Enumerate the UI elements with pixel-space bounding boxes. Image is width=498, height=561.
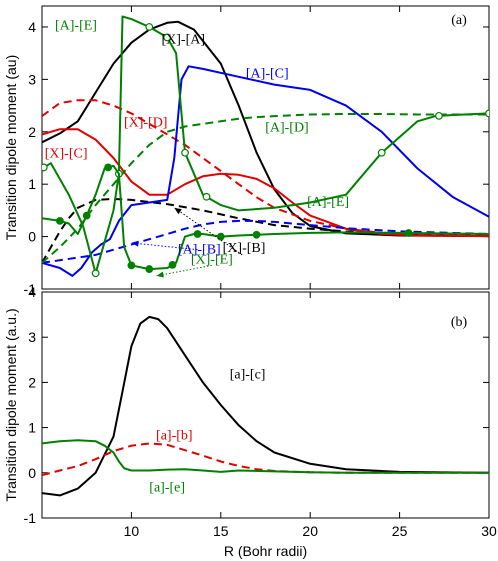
y-tick-label-a-0: -1 (24, 281, 37, 297)
series-line-b-1 (42, 442, 489, 477)
y-tick-label-b-5: 4 (28, 284, 36, 300)
x-tick-label-2: 15 (213, 523, 229, 539)
pointer-line-2 (156, 264, 212, 277)
series-marker-a-7-4 (163, 33, 172, 42)
plot-frame-b (41, 291, 490, 519)
series-marker-a-8-6 (193, 230, 202, 238)
series-marker-a-8-5 (168, 260, 177, 269)
series-line-a-2 (42, 128, 489, 238)
y-tick-label-b-1: 0 (28, 465, 36, 481)
series-marker-a-8-1 (82, 211, 91, 220)
x-tick-label-3: 20 (302, 523, 318, 539)
x-tick-label-1: 10 (124, 523, 140, 539)
series-marker-a-8-8 (252, 230, 261, 239)
series-marker-a-7-6 (202, 192, 211, 201)
series-label-b-0: [a]-[c] (230, 367, 266, 382)
series-marker-a-8-0 (55, 216, 64, 225)
pointer-head-2 (156, 271, 164, 278)
series-marker-a-8-3 (127, 261, 136, 270)
x-tick-label-4: 25 (392, 523, 408, 539)
panel-a: -1 0 1 2 3 4 (a) Transition dipole moment (au) [… (3, 5, 490, 297)
x-tick-label-5: 30 (481, 523, 497, 539)
y-axis-label-b: Transition dipole moment (a.u.) (3, 308, 19, 501)
series-marker-a-7-8 (435, 111, 443, 120)
series-label-a-9: [X]-[E] (191, 253, 233, 268)
y-axis-label-a: Transition dipole moment (au) (3, 55, 19, 240)
y-tick-label-a-2: 1 (28, 176, 36, 192)
y-tick-label-a-1: 0 (28, 229, 36, 245)
series-line-a-6 (42, 113, 489, 264)
series-label-a-7: [A]-[E] (55, 18, 97, 33)
series-label-a-4: [A]-[B] (178, 243, 221, 258)
panel-tag-b: (b) (451, 315, 468, 330)
y-tick-label-b-4: 3 (28, 329, 36, 345)
series-label-b-1: [a]-[b] (156, 428, 193, 443)
series-label-b-2: [a]-[e] (149, 480, 185, 495)
y-tick-label-b-3: 2 (28, 374, 36, 390)
series-marker-a-7-1 (91, 269, 100, 278)
series-marker-a-8-9 (404, 229, 413, 237)
series-label-a-2: [X]-[C] (45, 147, 88, 162)
series-marker-a-8-2 (104, 163, 113, 172)
series-label-a-0: [X]-[A] (161, 32, 205, 47)
series-label-a-8: [A]-[E] (307, 195, 349, 210)
panel-tag-a: (a) (451, 13, 467, 28)
series-label-a-3: [X]-[D] (124, 115, 168, 130)
series-marker-a-8-7 (216, 232, 225, 241)
series-line-a-3 (42, 99, 489, 238)
series-marker-a-7-3 (145, 23, 154, 31)
series-marker-a-7-0 (42, 163, 48, 172)
y-tick-label-b-2: 1 (28, 420, 36, 436)
series-line-a-5 (42, 65, 489, 277)
y-tick-label-a-5: 4 (28, 19, 36, 35)
y-tick-label-a-4: 3 (28, 71, 36, 87)
series-line-b-2 (42, 439, 489, 474)
series-line-b-0 (42, 315, 489, 497)
series-marker-a-8-4 (145, 265, 154, 273)
series-label-a-1: [X]-[B] (223, 241, 266, 256)
series-marker-a-7-5 (181, 148, 189, 157)
pointer-head-1 (131, 240, 139, 247)
plot-frame-a (41, 5, 490, 290)
y-tick-label-a-3: 2 (28, 124, 36, 140)
panel-b: 10 15 20 25 30 -1 0 1 2 3 4 (b) Transition dipole mo… (3, 284, 497, 559)
pointer-head-0 (174, 207, 182, 215)
series-line-a-1 (42, 197, 489, 264)
pointer-line-1 (131, 242, 198, 251)
series-line-a-4 (42, 219, 489, 264)
x-axis-label: R (Bohr radii) (224, 543, 307, 559)
plot-area-b (42, 315, 489, 497)
plot-area-a (42, 15, 489, 278)
series-marker-a-7-7 (377, 148, 386, 157)
series-label-a-6: [A]-[D] (265, 121, 309, 136)
series-label-a-5: [A]-[C] (246, 67, 289, 82)
series-marker-a-7-9 (485, 109, 489, 118)
y-tick-label-b-0: -1 (24, 510, 37, 526)
